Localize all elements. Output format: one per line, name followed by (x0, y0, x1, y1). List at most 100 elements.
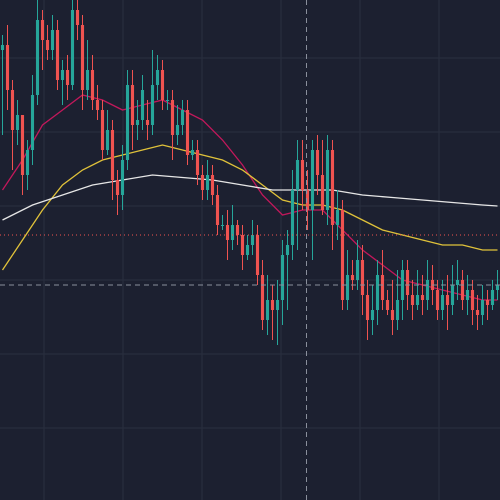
candle (200, 165, 205, 200)
candle-body (70, 10, 75, 85)
candle-body (460, 280, 465, 300)
candle (465, 275, 470, 315)
candle (270, 285, 275, 340)
candle-body (465, 290, 470, 300)
candle (275, 280, 280, 345)
candle-body (95, 100, 100, 110)
candle-body (40, 20, 45, 40)
candle-body (390, 310, 395, 320)
candle (400, 260, 405, 320)
candle (410, 280, 415, 320)
candle-body (320, 175, 325, 210)
candle-body (415, 295, 420, 305)
candle (70, 0, 75, 90)
candle (415, 270, 420, 310)
candle (440, 280, 445, 320)
candle-body (5, 45, 10, 90)
candle (140, 75, 145, 130)
candle-body (375, 275, 380, 310)
candle (165, 90, 170, 110)
candle (185, 100, 190, 165)
candle (175, 105, 180, 145)
candle-body (145, 120, 150, 125)
candle (300, 140, 305, 210)
series-line-ma_slow (2, 174, 498, 221)
candle (35, 0, 40, 105)
candle (360, 245, 365, 315)
candle-body (495, 285, 500, 290)
candle (290, 170, 295, 260)
candles (0, 0, 500, 345)
candle-body (240, 235, 245, 255)
candle-body (140, 90, 145, 120)
candle-body (270, 300, 275, 310)
candle (170, 90, 175, 160)
candle (450, 265, 455, 315)
candle (325, 135, 330, 225)
candle (220, 215, 225, 230)
candle-body (20, 115, 25, 175)
candle-body (45, 40, 50, 50)
candle (480, 285, 485, 325)
candle-body (275, 300, 280, 310)
candle (340, 200, 345, 310)
candle (45, 25, 50, 60)
candle-body (50, 30, 55, 50)
candle (90, 55, 95, 110)
candle-body (75, 10, 80, 25)
candle-body (100, 110, 105, 150)
candle (420, 275, 425, 315)
candle (180, 100, 185, 135)
candle (95, 85, 100, 120)
candle-body (485, 300, 490, 305)
candle (370, 285, 375, 335)
candle (105, 110, 110, 155)
candle (150, 50, 155, 135)
candle-body (60, 70, 65, 80)
candle (460, 270, 465, 310)
candle-body (160, 70, 165, 100)
candle (250, 220, 255, 255)
candle-body (360, 260, 365, 295)
candle-body (295, 160, 300, 190)
candle-body (115, 180, 120, 195)
candle (445, 275, 450, 330)
candle (355, 240, 360, 290)
candle-body (215, 195, 220, 225)
candle (235, 220, 240, 245)
candle (100, 100, 105, 160)
candle-body (330, 150, 335, 225)
candle-body (365, 295, 370, 320)
candle (385, 290, 390, 315)
series-line-ma_fast (1, 94, 498, 301)
candle-body (380, 275, 385, 300)
candle (130, 70, 135, 150)
candle-body (405, 270, 410, 295)
candle-body (155, 70, 160, 85)
candle (485, 290, 490, 320)
candle (0, 35, 5, 135)
candle-body (220, 225, 225, 226)
candle-body (435, 290, 440, 310)
candle-body (165, 100, 170, 101)
candle (110, 120, 115, 200)
candle (135, 100, 140, 140)
candle (75, 0, 80, 40)
candle-body (245, 245, 250, 255)
candle-body (455, 280, 460, 285)
candle-body (105, 130, 110, 150)
candle-body (110, 130, 115, 180)
candle-body (200, 175, 205, 190)
candle (215, 185, 220, 235)
candle (10, 80, 15, 170)
candle (20, 115, 25, 195)
candle-body (125, 85, 130, 160)
candle-body (65, 70, 70, 85)
candle (345, 250, 350, 310)
candle (315, 135, 320, 195)
candle (255, 225, 260, 285)
candle (240, 225, 245, 270)
candle-body (190, 150, 195, 155)
